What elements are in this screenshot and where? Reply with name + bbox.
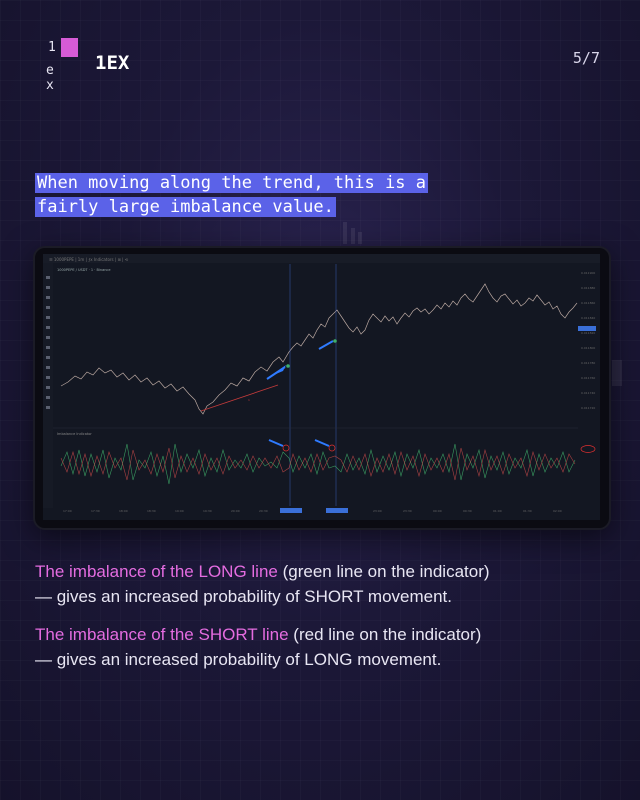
short-imbalance-line (60, 447, 576, 481)
tablet-frame: ☰ 1000PEPE | 1m | ⨍x Indicators | ⊞ | ⟲ … (33, 246, 611, 530)
svg-text:00:30: 00:30 (463, 509, 472, 513)
short-line-rest: (red line on the indicator) (288, 625, 482, 644)
svg-text:☰ 1000PEPE | 1m | ⨍x Indic: ☰ 1000PEPE | 1m | ⨍x Indicators | ⊞ | ⟲ (49, 257, 129, 262)
svg-text:0.011900: 0.011900 (581, 271, 595, 275)
short-line-paragraph: The imbalance of the SHORT line (red lin… (35, 622, 481, 672)
svg-text:20:00: 20:00 (231, 509, 240, 513)
svg-text:17:00: 17:00 (63, 509, 72, 513)
svg-text:23:30: 23:30 (403, 509, 412, 513)
decor-bar (612, 360, 622, 386)
headline: When moving along the trend, this is a f… (35, 171, 428, 219)
svg-text:00:00: 00:00 (433, 509, 442, 513)
long-line-paragraph: The imbalance of the LONG line (green li… (35, 559, 490, 609)
svg-text:0.011840: 0.011840 (581, 316, 595, 320)
long-line-rest: (green line on the indicator) (277, 562, 490, 581)
indicator-label: Imbalance Indicator (57, 432, 92, 436)
long-line-line2: — gives an increased probability of SHOR… (35, 587, 453, 606)
svg-text:0.011800: 0.011800 (581, 346, 595, 350)
svg-text:1: 1 (248, 398, 250, 402)
svg-text:0.011820: 0.011820 (581, 331, 595, 335)
logo-square (61, 38, 78, 57)
svg-text:0.011720: 0.011720 (581, 406, 595, 410)
decor-bar (343, 222, 347, 244)
svg-text:19:00: 19:00 (175, 509, 184, 513)
price-series (60, 283, 578, 415)
svg-text:20:30: 20:30 (259, 509, 268, 513)
svg-text:01:30: 01:30 (523, 509, 532, 513)
logo-bottom-text: e x (46, 63, 61, 93)
short-line-highlight: The imbalance of the SHORT line (35, 625, 289, 644)
trading-chart-screenshot: ☰ 1000PEPE | 1m | ⨍x Indicators | ⊞ | ⟲ … (43, 254, 600, 520)
logo-top-text: 1 (48, 40, 56, 55)
svg-text:17:30: 17:30 (91, 509, 100, 513)
svg-text:0.011760: 0.011760 (581, 376, 595, 380)
svg-text:01:00: 01:00 (493, 509, 502, 513)
svg-text:0.011880: 0.011880 (581, 286, 595, 290)
decor-bar (351, 228, 355, 244)
headline-line-1: When moving along the trend, this is a (35, 173, 428, 193)
brand-logo: 1 e x (45, 38, 85, 93)
svg-text:18:00: 18:00 (119, 509, 128, 513)
headline-line-2: fairly large imbalance value. (35, 197, 336, 217)
long-line-highlight: The imbalance of the LONG line (35, 562, 278, 581)
svg-text:0.011780: 0.011780 (581, 361, 595, 365)
svg-text:18:30: 18:30 (147, 509, 156, 513)
short-line-line2: — gives an increased probability of LONG… (35, 650, 442, 669)
brand-name: 1EX (95, 52, 130, 74)
svg-text:19:30: 19:30 (203, 509, 212, 513)
page-indicator: 5/7 (572, 49, 600, 67)
svg-text:23:00: 23:00 (373, 509, 382, 513)
decor-bar (358, 232, 362, 244)
svg-text:0.011740: 0.011740 (581, 391, 595, 395)
svg-text:0.011860: 0.011860 (581, 301, 595, 305)
chart-symbol: 1000PEPE / USDT · 1 · Binance (57, 268, 111, 272)
svg-text:02:00: 02:00 (553, 509, 562, 513)
